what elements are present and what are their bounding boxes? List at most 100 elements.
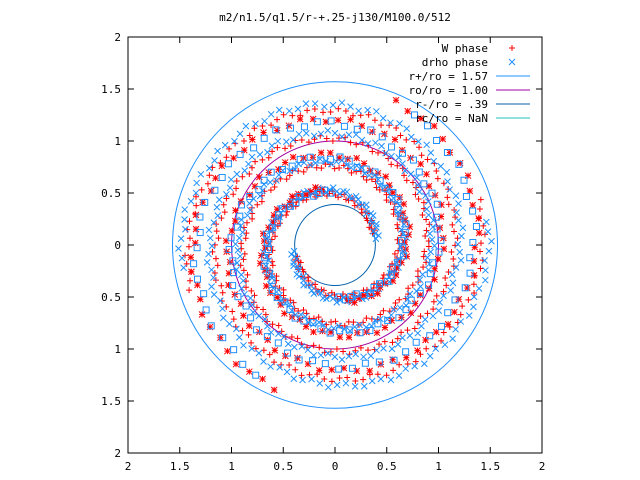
data-point: [193, 275, 201, 283]
data-point: [213, 203, 221, 211]
data-point: [321, 360, 329, 368]
data-points: [175, 96, 495, 394]
data-point: [418, 322, 425, 330]
data-point: [464, 172, 472, 180]
data-point: [271, 347, 279, 354]
x-tick-label: 0: [332, 460, 339, 473]
data-point: [238, 284, 245, 292]
data-point: [294, 105, 302, 113]
data-point: [240, 146, 248, 154]
data-point: [465, 296, 472, 303]
data-point: [178, 254, 186, 262]
data-point: [366, 327, 374, 335]
data-point: [417, 283, 424, 290]
data-point: [338, 133, 346, 141]
data-point: [399, 334, 406, 342]
data-point: [275, 106, 283, 114]
data-point: [261, 266, 269, 274]
data-point: [441, 341, 449, 349]
data-point: [302, 129, 310, 137]
data-point: [396, 304, 404, 312]
data-point: [466, 254, 474, 262]
data-point: [433, 225, 441, 233]
data-point: [331, 353, 339, 361]
data-point: [452, 325, 459, 333]
data-point: [347, 164, 355, 172]
data-point: [336, 190, 344, 198]
data-point: [249, 308, 257, 316]
data-point: [266, 178, 274, 186]
data-point: [311, 100, 319, 107]
data-point: [430, 306, 437, 313]
data-point: [440, 292, 447, 300]
data-point: [362, 165, 370, 173]
data-point: [469, 201, 477, 209]
data-point: [455, 295, 463, 303]
data-point: [239, 327, 246, 334]
data-point: [345, 131, 353, 139]
data-point: [246, 132, 253, 139]
data-point: [243, 219, 250, 226]
data-point: [469, 207, 477, 215]
data-point: [371, 117, 378, 124]
data-point: [208, 242, 216, 250]
data-point: [218, 173, 226, 181]
legend-label: ro/ro = 1.00: [409, 84, 488, 97]
data-point: [396, 193, 404, 201]
data-point: [226, 184, 234, 192]
data-point: [482, 266, 489, 274]
data-point: [469, 239, 477, 247]
data-point: [422, 192, 429, 200]
data-point: [285, 122, 293, 130]
data-point: [335, 365, 343, 373]
data-point: [389, 339, 396, 346]
data-point: [452, 192, 460, 200]
data-point: [220, 201, 227, 208]
data-point: [448, 249, 455, 256]
data-point: [246, 206, 254, 214]
data-point: [296, 155, 304, 163]
data-point: [355, 295, 363, 302]
data-point: [432, 345, 440, 352]
data-point: [267, 363, 274, 370]
data-point: [316, 380, 324, 387]
data-point: [414, 347, 421, 354]
data-point: [352, 350, 360, 358]
data-point: [378, 133, 386, 141]
data-point: [311, 105, 318, 112]
data-point: [382, 149, 389, 157]
data-point: [360, 376, 367, 383]
data-point: [230, 191, 237, 198]
data-point: [289, 136, 297, 144]
data-point: [485, 247, 493, 255]
data-point: [398, 329, 405, 336]
data-point: [269, 247, 276, 254]
data-point: [181, 206, 189, 213]
data-point: [390, 306, 398, 313]
data-point: [230, 154, 237, 162]
data-point: [296, 115, 304, 123]
data-point: [414, 181, 422, 189]
data-point: [416, 144, 423, 151]
data-point: [338, 99, 346, 107]
data-point: [399, 244, 407, 252]
data-point: [298, 372, 305, 379]
data-point: [427, 248, 435, 256]
data-point: [272, 233, 279, 240]
data-point: [456, 248, 464, 256]
data-point: [410, 111, 418, 119]
data-point: [186, 235, 193, 242]
data-point: [421, 248, 428, 255]
data-point: [380, 307, 387, 314]
data-point: [371, 168, 379, 176]
data-point: [369, 128, 376, 136]
data-point: [315, 318, 323, 326]
data-point: [437, 162, 445, 170]
data-point: [268, 122, 275, 129]
data-point: [295, 356, 303, 364]
legend-label: W phase: [442, 42, 488, 55]
data-point: [238, 216, 245, 224]
data-point: [378, 122, 385, 129]
data-point: [282, 145, 289, 152]
